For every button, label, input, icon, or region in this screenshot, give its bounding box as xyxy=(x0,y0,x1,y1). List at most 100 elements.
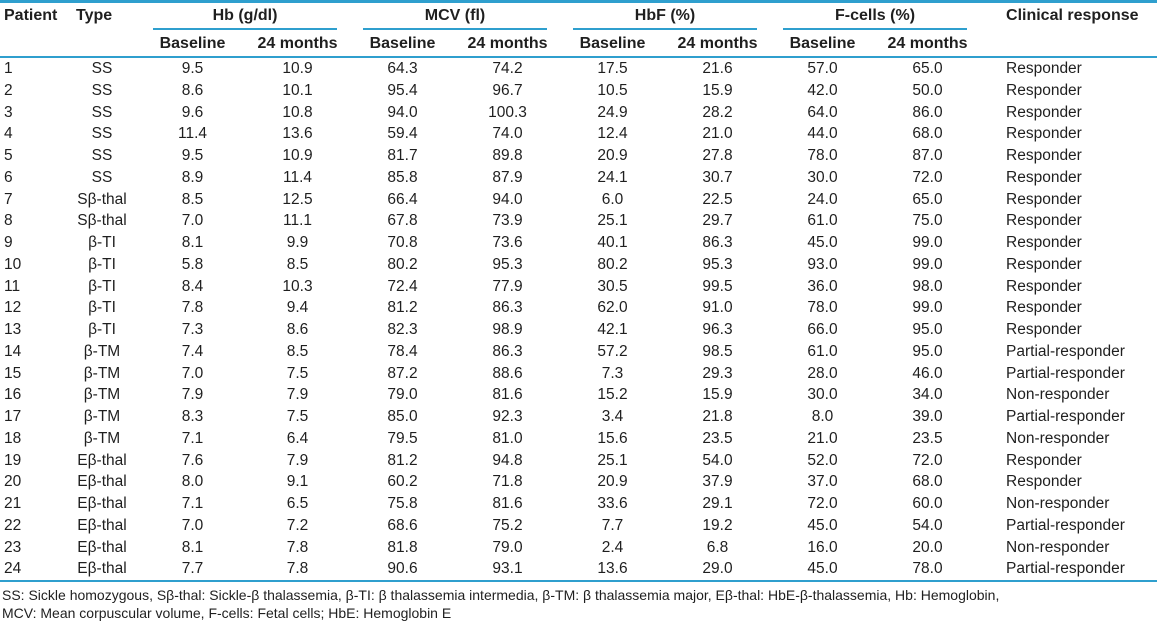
fcells-baseline-cell: 42.0 xyxy=(807,81,838,99)
fcells-baseline-cell: 44.0 xyxy=(807,125,838,143)
hb-24months-cell: 7.5 xyxy=(286,364,309,382)
column-header-hbf-24months: 24 months xyxy=(677,34,758,52)
mcv-24months-cell: 96.7 xyxy=(492,81,523,99)
fcells-baseline-cell: 45.0 xyxy=(807,560,838,578)
patient-cell: 19 xyxy=(4,451,22,469)
hbf-24months-cell: 29.1 xyxy=(702,495,733,512)
table-row: 18 β-TM 7.1 6.4 79.5 81.0 15.6 23.5 21.0 23.5 Non-… xyxy=(0,428,1157,450)
hbf-24months-cell: 6.8 xyxy=(706,538,729,556)
hb-24months-cell: 10.3 xyxy=(282,277,313,295)
fcells-baseline-cell: 57.0 xyxy=(807,60,838,77)
patient-cell: 5 xyxy=(4,147,13,164)
hbf-24months-cell: 29.0 xyxy=(702,560,733,578)
fcells-baseline-cell: 24.0 xyxy=(807,190,838,208)
mcv-24months-cell: 71.8 xyxy=(492,473,523,491)
footnote-line-1: SS: Sickle homozygous, Sβ-thal: Sickle-β… xyxy=(2,587,1000,603)
table-row: 10 β-TI 5.8 8.5 80.2 95.3 80.2 95.3 93.0 99.0 Resp… xyxy=(0,254,1157,276)
column-group-hbf: HbF (%) xyxy=(560,2,770,32)
mcv-baseline-cell: 81.7 xyxy=(387,147,418,164)
fcells-baseline-cell: 93.0 xyxy=(807,255,838,273)
column-group-fcells: F-cells (%) xyxy=(770,2,980,32)
fcells-baseline-cell: 64.0 xyxy=(807,103,838,121)
fcells-24months-cell: 68.0 xyxy=(912,473,943,491)
hbf-24months-cell: 19.2 xyxy=(702,516,733,534)
patient-cell: 15 xyxy=(4,364,22,382)
fcells-24months-cell: 34.0 xyxy=(912,386,943,404)
mcv-baseline-cell: 85.0 xyxy=(387,408,418,425)
type-cell: Eβ-thal xyxy=(77,473,127,491)
hb-24months-cell: 6.4 xyxy=(286,429,309,447)
hbf-24months-cell: 23.5 xyxy=(702,429,733,447)
fcells-baseline-cell: 8.0 xyxy=(811,408,834,425)
fcells-baseline-cell: 61.0 xyxy=(807,342,838,360)
fcells-24months-cell: 87.0 xyxy=(912,147,943,164)
hbf-baseline-cell: 25.1 xyxy=(597,212,628,230)
type-cell: β-TM xyxy=(83,386,121,404)
hb-24months-cell: 9.9 xyxy=(286,234,309,251)
fcells-24months-cell: 99.0 xyxy=(912,255,943,273)
mcv-24months-cell: 89.8 xyxy=(492,147,523,164)
mcv-baseline-cell: 79.5 xyxy=(387,429,418,447)
hb-baseline-cell: 7.0 xyxy=(181,212,204,230)
hb-baseline-cell: 8.9 xyxy=(181,168,204,186)
fcells-24months-cell: 65.0 xyxy=(912,60,943,77)
fcells-24months-cell: 46.0 xyxy=(912,364,943,382)
hbf-24months-cell: 27.8 xyxy=(702,147,733,164)
hb-baseline-cell: 7.1 xyxy=(181,429,204,447)
mcv-baseline-cell: 64.3 xyxy=(387,60,418,77)
mcv-baseline-cell: 59.4 xyxy=(387,125,418,143)
type-cell: Sβ-thal xyxy=(77,212,127,230)
hbf-24months-cell: 29.3 xyxy=(702,364,733,382)
hb-baseline-cell: 5.8 xyxy=(181,255,204,273)
type-cell: β-TI xyxy=(88,277,116,295)
fcells-baseline-cell: 72.0 xyxy=(807,495,838,512)
footnote-line-2: MCV: Mean corpuscular volume, F-cells: F… xyxy=(2,605,452,621)
hbf-baseline-cell: 62.0 xyxy=(597,299,628,317)
table-row: 16 β-TM 7.9 7.9 79.0 81.6 15.2 15.9 30.0 34.0 Non-… xyxy=(0,384,1157,406)
clinical-response-cell: Responder xyxy=(1006,299,1082,317)
header-group-row: Patient Type Hb (g/dl) MCV (fl) HbF (%) … xyxy=(0,2,1157,32)
column-header-fcells-baseline: Baseline xyxy=(789,34,856,52)
mcv-baseline-cell: 80.2 xyxy=(387,255,418,273)
column-header-type: Type xyxy=(76,7,113,24)
hb-24months-cell: 10.1 xyxy=(282,81,313,99)
hbf-baseline-cell: 25.1 xyxy=(597,451,628,469)
hbf-baseline-cell: 10.5 xyxy=(597,81,628,99)
type-cell: SS xyxy=(91,147,113,164)
hb-baseline-cell: 7.7 xyxy=(181,560,204,578)
hb-baseline-cell: 9.5 xyxy=(181,60,204,77)
fcells-24months-cell: 78.0 xyxy=(912,560,943,578)
mcv-baseline-cell: 78.4 xyxy=(387,342,418,360)
mcv-baseline-cell: 67.8 xyxy=(387,212,418,230)
mcv-baseline-cell: 75.8 xyxy=(387,495,418,512)
patient-cell: 18 xyxy=(4,429,22,447)
mcv-24months-cell: 81.6 xyxy=(492,386,523,404)
clinical-response-cell: Partial-responder xyxy=(1006,342,1125,360)
mcv-baseline-cell: 81.2 xyxy=(387,299,418,317)
fcells-baseline-cell: 28.0 xyxy=(807,364,838,382)
table-row: 20 Eβ-thal 8.0 9.1 60.2 71.8 20.9 37.9 37.0 68.0 R… xyxy=(0,471,1157,493)
patient-cell: 1 xyxy=(4,60,13,77)
hbf-baseline-cell: 20.9 xyxy=(597,473,628,491)
hb-24months-cell: 8.5 xyxy=(286,255,309,273)
hb-24months-cell: 7.9 xyxy=(286,451,309,469)
fcells-24months-cell: 75.0 xyxy=(912,212,943,230)
hbf-24months-cell: 98.5 xyxy=(702,342,733,360)
table-row: 21 Eβ-thal 7.1 6.5 75.8 81.6 33.6 29.1 72.0 60.0 N… xyxy=(0,493,1157,515)
mcv-baseline-cell: 87.2 xyxy=(387,364,418,382)
fcells-baseline-cell: 30.0 xyxy=(807,386,838,404)
hbf-24months-cell: 21.0 xyxy=(702,125,733,143)
hbf-24months-cell: 91.0 xyxy=(702,299,733,317)
table-row: 24 Eβ-thal 7.7 7.8 90.6 93.1 13.6 29.0 45.0 78.0 P… xyxy=(0,558,1157,581)
header-sub-row: Baseline 24 months Baseline 24 months Ba… xyxy=(0,31,1157,57)
hbf-baseline-cell: 42.1 xyxy=(597,321,628,338)
table-row: 12 β-TI 7.8 9.4 81.2 86.3 62.0 91.0 78.0 99.0 Resp… xyxy=(0,297,1157,319)
hb-24months-cell: 10.9 xyxy=(282,147,313,164)
hb-24months-cell: 7.9 xyxy=(286,386,309,404)
type-cell: Eβ-thal xyxy=(77,495,127,512)
column-header-mcv-baseline: Baseline xyxy=(369,34,436,52)
hb-baseline-cell: 7.6 xyxy=(181,451,204,469)
mcv-24months-cell: 77.9 xyxy=(492,277,523,295)
hb-24months-cell: 10.8 xyxy=(282,103,313,121)
clinical-response-cell: Responder xyxy=(1006,81,1082,99)
